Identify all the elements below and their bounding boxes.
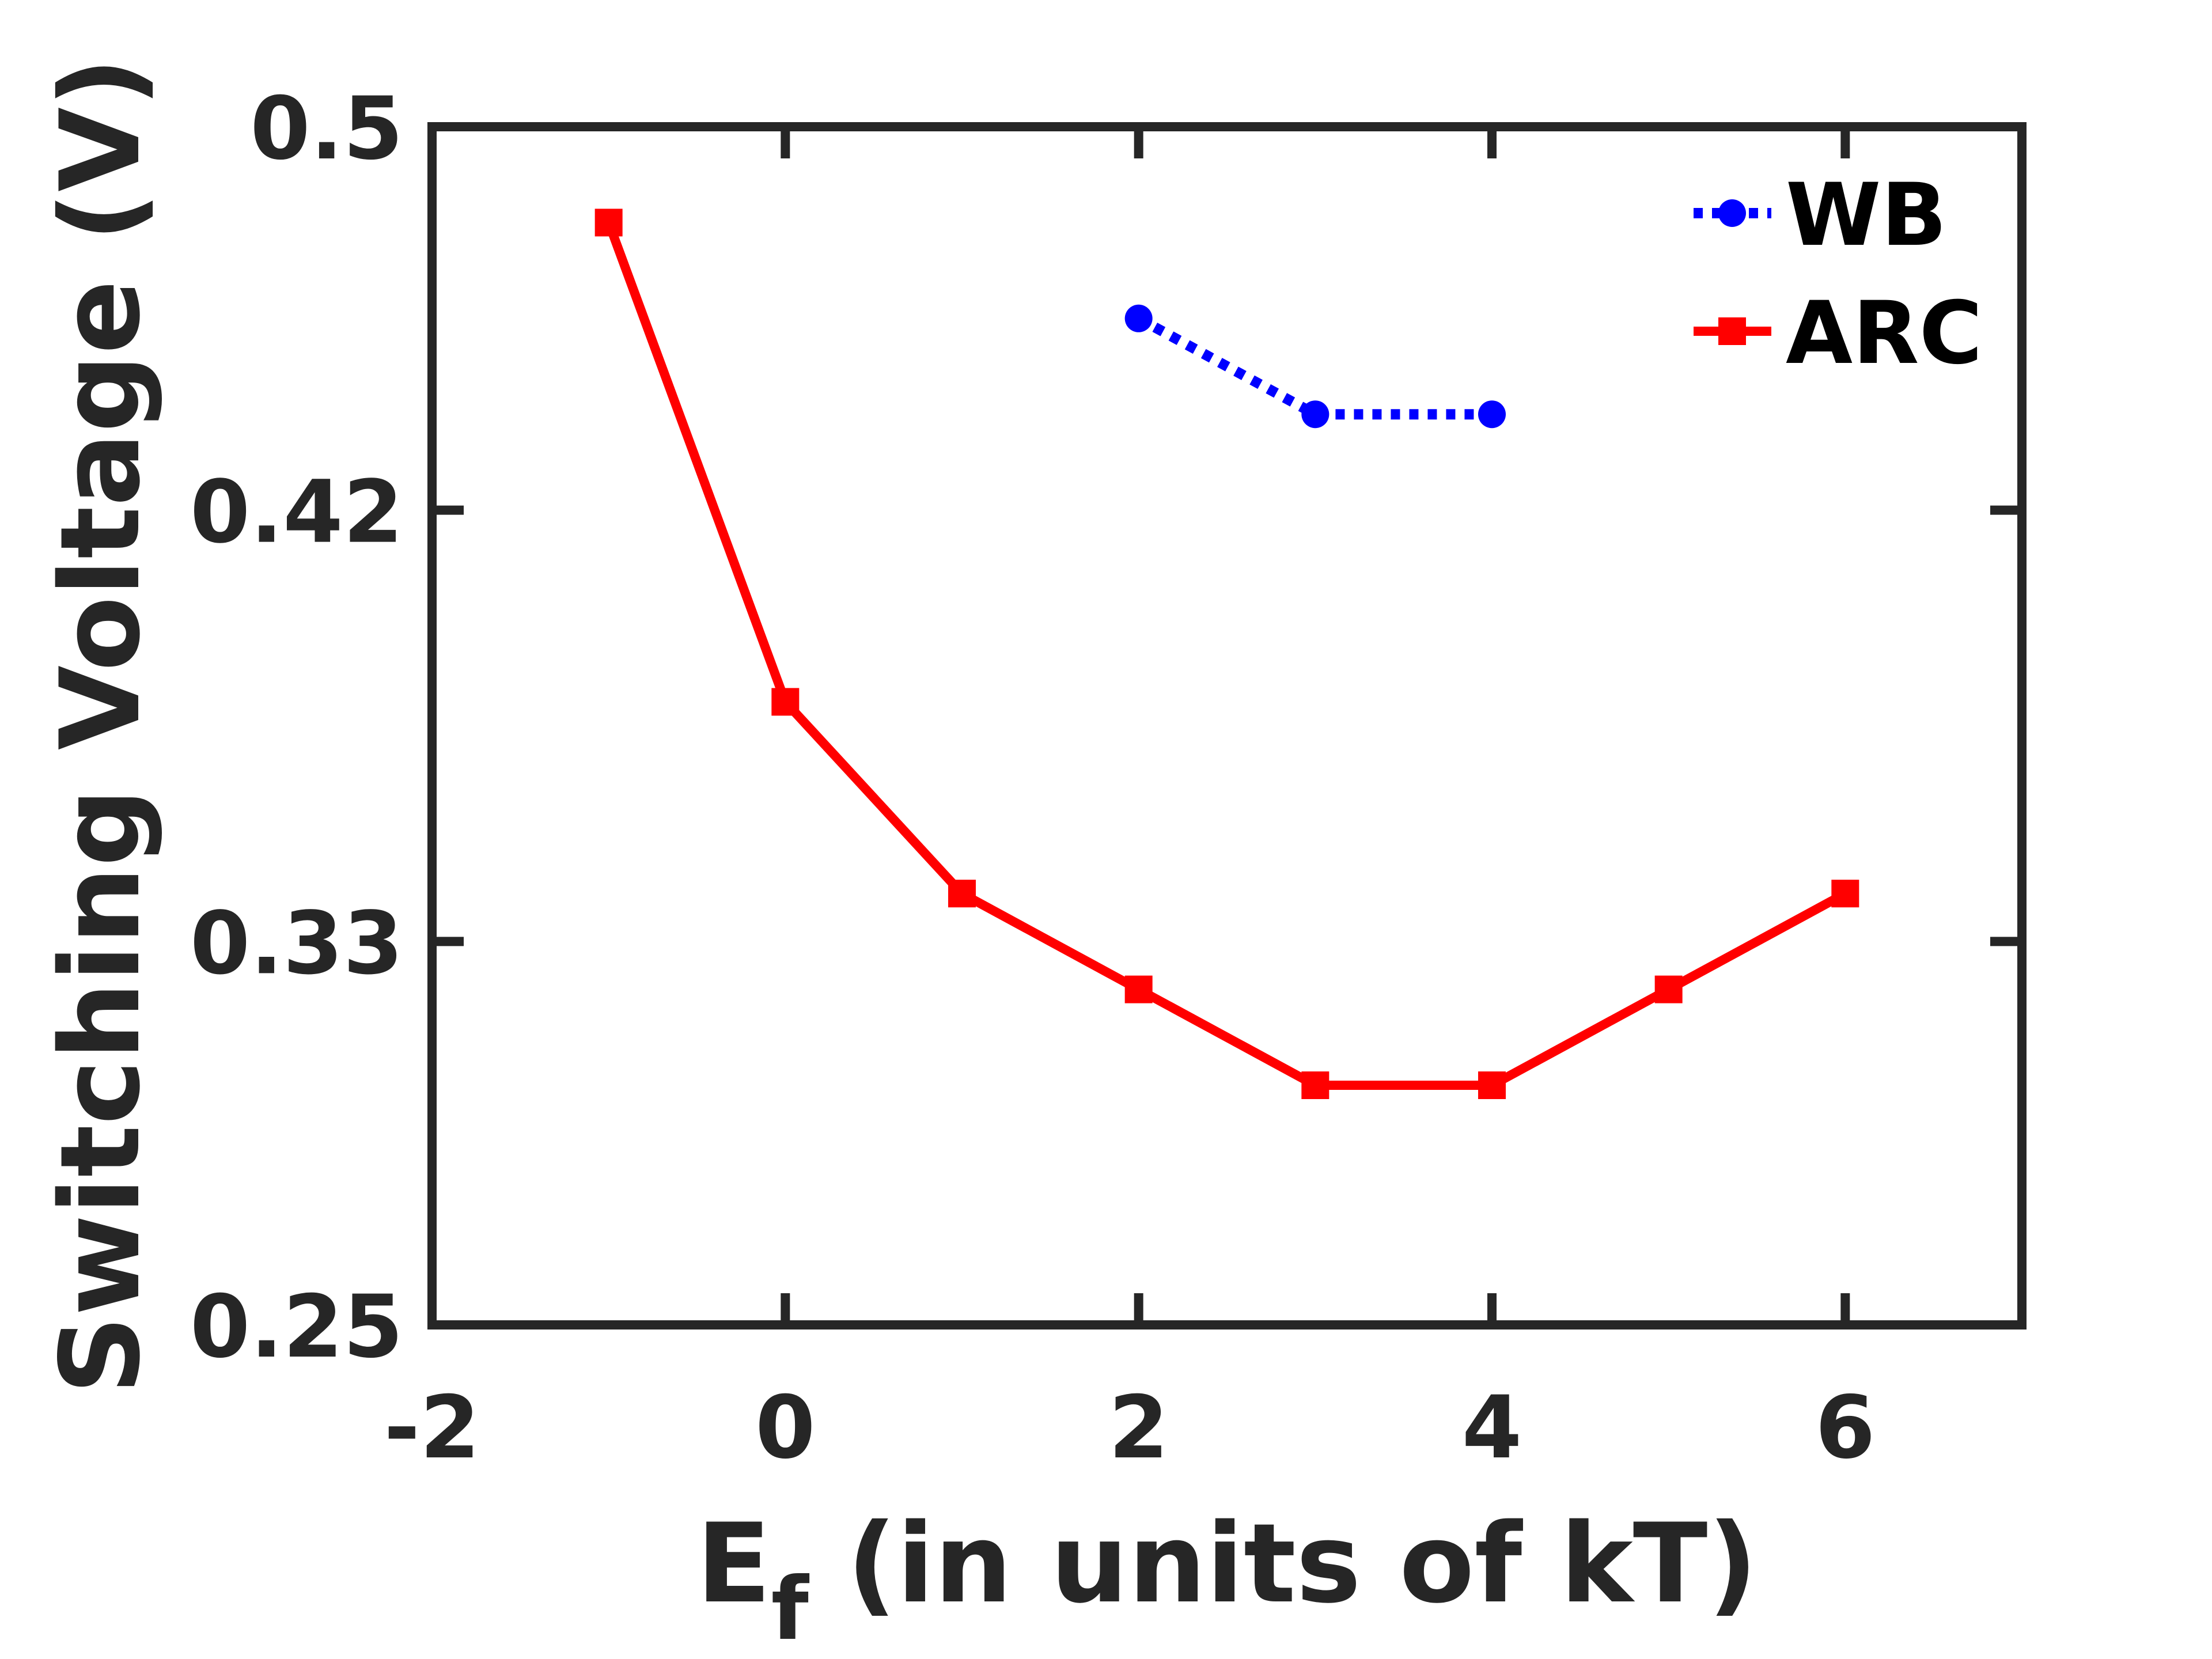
legend-entry-arc: ARC (1694, 283, 1983, 384)
y-tick-label: 0.5 (250, 79, 403, 179)
legend-marker-arc (1718, 317, 1746, 345)
x-axis-label: Ef (in units of kT) (696, 1500, 1758, 1659)
data-point-wb (1301, 400, 1330, 429)
x-tick-label: 2 (1108, 1378, 1168, 1478)
data-point-arc (1831, 880, 1859, 908)
data-point-wb (1478, 400, 1506, 429)
axis-ticks (427, 122, 2022, 1330)
x-tick-label: 0 (755, 1378, 815, 1478)
series-layer (594, 209, 1859, 1099)
axes-frame (427, 122, 2027, 1330)
data-point-arc (1124, 975, 1153, 1003)
series-line-wb (1136, 313, 1492, 420)
series-wb (1124, 304, 1506, 429)
data-point-arc (1478, 1071, 1506, 1099)
data-point-arc (1654, 975, 1683, 1003)
legend-label-wb: WB (1786, 165, 1947, 266)
y-tick-label: 0.33 (190, 893, 403, 994)
x-tick-label: 6 (1815, 1378, 1875, 1478)
series-arc (594, 209, 1859, 1099)
data-point-arc (1301, 1071, 1330, 1099)
x-tick-labels: -2 0 2 4 6 (384, 1378, 1876, 1478)
x-tick-label: 4 (1462, 1378, 1522, 1478)
data-point-arc (948, 880, 976, 908)
plot-area: -2 0 2 4 6 0.25 0.33 0.42 0.5 (190, 79, 2027, 1478)
x-tick-label: -2 (384, 1378, 480, 1478)
legend-label-arc: ARC (1786, 283, 1983, 384)
y-axis-label: Switching Voltage (V) (37, 57, 164, 1395)
legend: WB ARC (1694, 165, 1983, 384)
data-point-arc (771, 688, 800, 716)
legend-entry-wb: WB (1694, 165, 1947, 266)
y-tick-label: 0.42 (190, 463, 403, 563)
data-point-wb (1124, 304, 1153, 332)
series-line-arc (604, 221, 1848, 1090)
data-point-arc (594, 209, 623, 237)
y-tick-labels: 0.25 0.33 0.42 0.5 (190, 79, 403, 1377)
y-tick-label: 0.25 (190, 1277, 403, 1377)
legend-marker-wb (1718, 199, 1746, 227)
